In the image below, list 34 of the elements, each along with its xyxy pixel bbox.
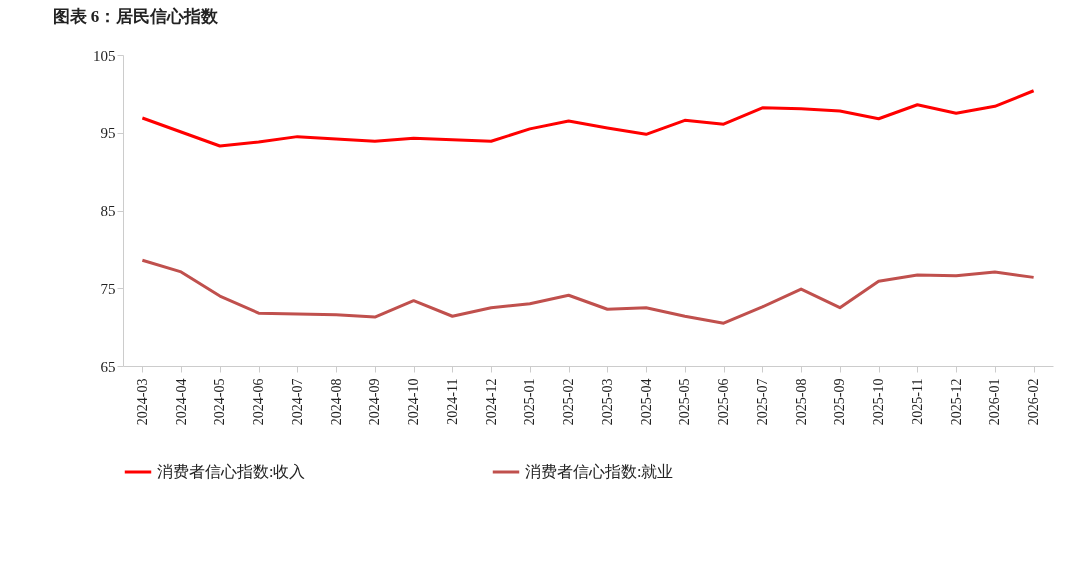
y-tick-label: 85	[100, 203, 116, 219]
x-tick-label: 2024-11	[444, 378, 460, 425]
x-tick-label: 2025-02	[561, 378, 577, 426]
x-tick-label: 2024-05	[212, 378, 228, 426]
x-tick-label: 2025-11	[909, 378, 925, 425]
x-tick-label: 2025-03	[599, 378, 615, 426]
x-tick-label: 2025-10	[871, 378, 887, 426]
x-tick-label: 2026-02	[1026, 378, 1042, 426]
x-tick-label: 2025-04	[638, 378, 654, 426]
y-tick-label: 65	[100, 358, 116, 375]
x-tick-label: 2024-12	[483, 378, 499, 426]
legend-label: 消费者信心指数:就业	[525, 463, 674, 480]
x-tick-label: 2025-05	[677, 378, 693, 426]
x-tick-label: 2025-07	[754, 378, 770, 426]
legend-label: 消费者信心指数:收入	[157, 463, 306, 480]
x-tick-label: 2026-01	[987, 378, 1003, 426]
y-tick-label: 75	[100, 280, 116, 297]
x-tick-label: 2025-12	[948, 378, 964, 426]
x-tick-label: 2024-10	[406, 378, 422, 426]
x-tick-label: 2024-06	[251, 378, 267, 426]
x-tick-label: 2024-03	[134, 378, 150, 426]
x-tick-label: 2024-08	[328, 378, 344, 426]
x-tick-label: 2025-09	[832, 378, 848, 426]
x-tick-label: 2024-07	[289, 378, 305, 426]
x-tick-label: 2025-06	[716, 378, 732, 426]
x-tick-label: 2025-01	[522, 378, 538, 426]
y-tick-label: 105	[93, 47, 116, 64]
line-series	[140, 258, 1036, 325]
x-tick-label: 2024-09	[367, 378, 383, 426]
chart-title: 图表 6：居民信心指数	[52, 7, 220, 26]
line-series	[140, 89, 1036, 148]
y-tick-label: 95	[100, 125, 116, 142]
x-tick-label: 2024-04	[173, 378, 189, 426]
x-tick-label: 2025-08	[793, 378, 809, 426]
